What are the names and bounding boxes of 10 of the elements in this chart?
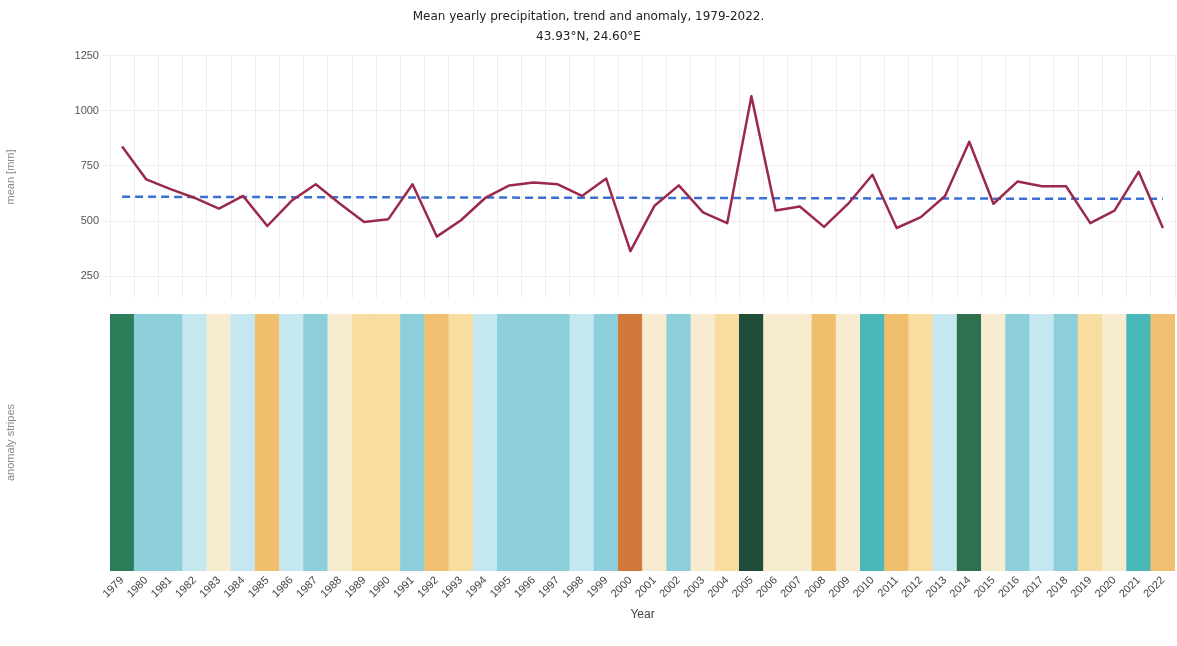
- y-tick-label: 500: [80, 214, 99, 227]
- y-axis-title: mean [mm]: [3, 149, 16, 205]
- y-tick-label: 250: [80, 269, 99, 282]
- chart-subtitle: 43.93°N, 24.60°E: [535, 28, 642, 45]
- y-tick-label: 1250: [74, 48, 99, 61]
- x-axis-title: Year: [630, 607, 655, 622]
- y-tick-label: 750: [80, 158, 99, 171]
- y-tick-label: 1000: [74, 103, 99, 116]
- chart-title: Mean yearly precipitation, trend and anomaly, 1979-2022.: [411, 8, 766, 25]
- y-axis-title: anomaly stripes: [3, 403, 16, 481]
